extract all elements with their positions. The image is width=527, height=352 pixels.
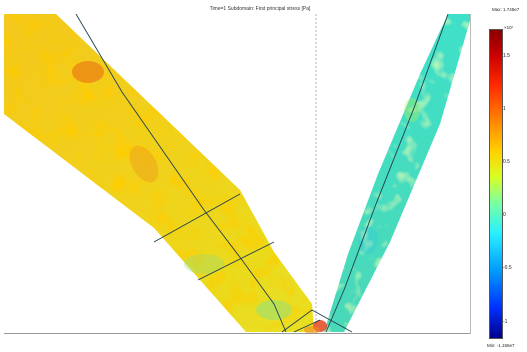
colorbar-tick-label: 0	[503, 212, 506, 219]
colorbar-min-label: Min: -1.155e7	[487, 343, 515, 348]
stress-field-plot	[4, 14, 470, 334]
plot-area[interactable]	[4, 14, 470, 334]
colorbar-max-label: Max: 1.745e7	[492, 7, 520, 12]
colorbar-exponent-label: ×10⁷	[504, 25, 514, 30]
colorbar-tick-label: -1	[503, 318, 508, 325]
plot-bottom-axis	[4, 333, 470, 334]
colorbar	[489, 29, 503, 339]
left-leg-domain	[4, 14, 314, 332]
colorbar-tick-label: -0.5	[503, 265, 512, 272]
mesh-lines	[75, 14, 449, 333]
colorbar-tick-label: 0.5	[503, 159, 510, 166]
right-leg-domain	[324, 14, 470, 332]
plot-right-border	[470, 14, 471, 334]
colorbar-tick-label: 1	[503, 106, 506, 113]
plot-title: Time=1 Subdomain: First principal stress…	[209, 6, 311, 12]
colorbar-tick-label: 1.5	[503, 53, 510, 60]
